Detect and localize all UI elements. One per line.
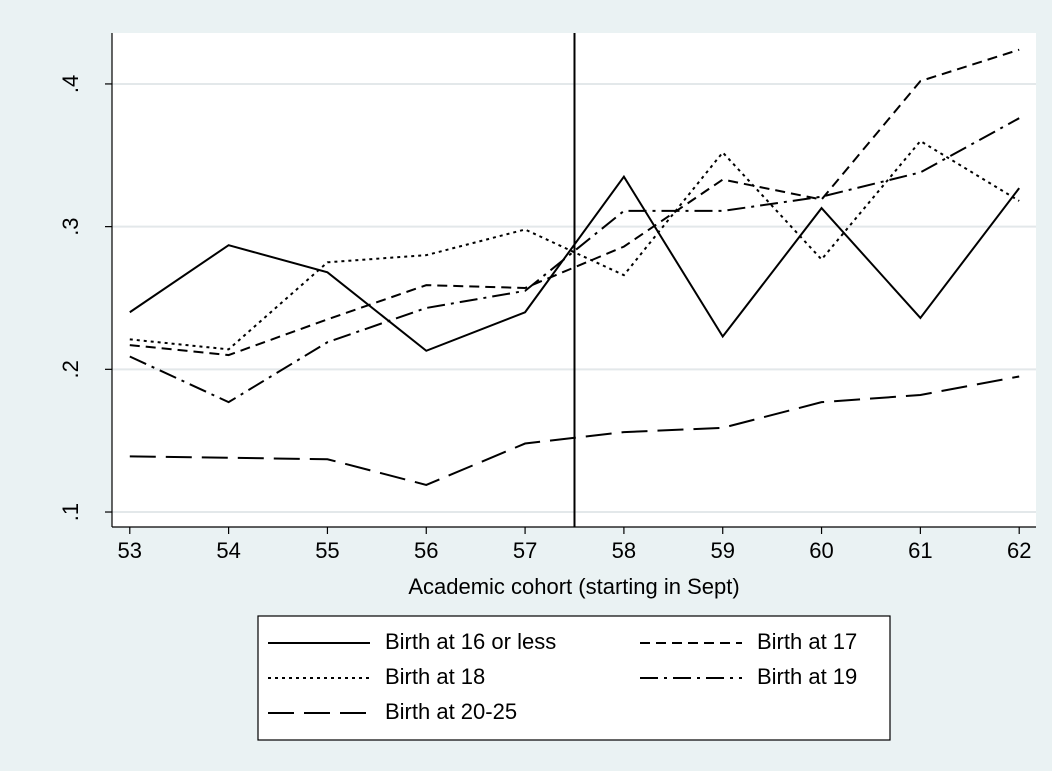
x-tick-label: 60 bbox=[809, 538, 833, 563]
series-line bbox=[129, 375, 1020, 486]
x-tick-label: 58 bbox=[612, 538, 636, 563]
x-tick-label: 53 bbox=[118, 538, 142, 563]
legend bbox=[257, 615, 891, 741]
y-tick-label: .4 bbox=[58, 75, 83, 93]
legend-label: Birth at 18 bbox=[385, 664, 485, 689]
x-tick-label: 57 bbox=[513, 538, 537, 563]
x-tick-label: 61 bbox=[908, 538, 932, 563]
x-tick-label: 54 bbox=[216, 538, 240, 563]
series-line bbox=[129, 117, 1020, 404]
legend-label: Birth at 16 or less bbox=[385, 629, 556, 654]
y-tick-label: .3 bbox=[58, 217, 83, 235]
y-tick-label: .1 bbox=[58, 503, 83, 521]
series-line bbox=[129, 174, 1020, 352]
x-tick-label: 62 bbox=[1007, 538, 1031, 563]
legend-label: Birth at 17 bbox=[757, 629, 857, 654]
x-tick-label: 59 bbox=[710, 538, 734, 563]
series-line bbox=[129, 48, 1020, 357]
x-axis-title: Academic cohort (starting in Sept) bbox=[408, 574, 739, 599]
legend-label: Birth at 20-25 bbox=[385, 699, 517, 724]
x-tick-label: 55 bbox=[315, 538, 339, 563]
legend-label: Birth at 19 bbox=[757, 664, 857, 689]
y-tick-label: .2 bbox=[58, 360, 83, 378]
x-tick-label: 56 bbox=[414, 538, 438, 563]
